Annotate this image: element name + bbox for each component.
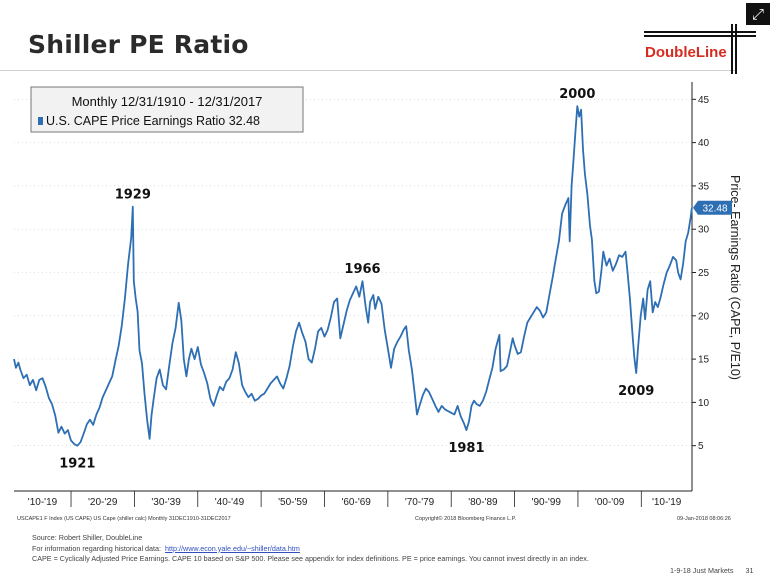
- annotation-1921: 1921: [59, 457, 95, 472]
- y-tick-label: 45: [698, 95, 710, 106]
- annotation-2000: 2000: [559, 87, 595, 102]
- y-tick-label: 5: [698, 441, 704, 452]
- footer-info-link[interactable]: http://www.econ.yale.edu/~shiller/data.h…: [165, 543, 300, 553]
- y-tick-label: 15: [698, 355, 710, 366]
- y-tick-label: 40: [698, 138, 710, 149]
- legend-title: Monthly 12/31/1910 - 12/31/2017: [72, 94, 263, 109]
- x-tick-label: '80-'89: [468, 497, 498, 508]
- y-tick-label: 35: [698, 181, 710, 192]
- chart-axes: 5 10 15 20 25 30 35 40 45 Price- Earnings Ratio (…: [14, 82, 742, 508]
- y-tick-label: 10: [698, 398, 710, 409]
- x-tick-label: '90-'99: [532, 497, 562, 508]
- y-tick-label: 20: [698, 311, 710, 322]
- doubleline-logo: DoubleLine: [644, 24, 756, 74]
- y-tick-label: 30: [698, 225, 710, 236]
- last-value-badge: [693, 200, 732, 215]
- cape-series-line: [13, 105, 693, 447]
- x-tick-label: '00-'09: [595, 497, 625, 508]
- page-reference: 1-9-18 Just Markets 31: [670, 566, 754, 575]
- expand-arrows-icon[interactable]: ⤢: [746, 3, 770, 25]
- chart-source-left: USCAPE1 F Index (US CAPE) US Cape (shill…: [17, 516, 231, 522]
- chart-source-right: 09-Jan-2018 08:06:26: [677, 516, 731, 522]
- last-value-marker: 32.48: [693, 200, 732, 215]
- x-tick-label: '50-'59: [278, 497, 308, 508]
- logo-text: DoubleLine: [645, 44, 727, 61]
- x-tick-label: '10-'19: [652, 497, 682, 508]
- x-tick-label: '10-'19: [28, 497, 58, 508]
- footer-info: For information regarding historical dat…: [32, 544, 589, 555]
- annotation-2009: 2009: [618, 384, 654, 399]
- x-tick-label: '60-'69: [341, 497, 371, 508]
- annotation-1966: 1966: [344, 262, 380, 277]
- y-tick-label: 25: [698, 268, 710, 279]
- footer-info-prefix: For information regarding historical dat…: [32, 543, 162, 553]
- title-divider: [0, 70, 735, 71]
- chart-source-center: Copyright© 2018 Bloomberg Finance L.P.: [415, 516, 517, 522]
- legend-swatch: [38, 117, 43, 125]
- annotation-1981: 1981: [448, 441, 484, 456]
- x-tick-label: '70-'79: [405, 497, 435, 508]
- x-tick-label: '40-'49: [215, 497, 245, 508]
- legend-frame: [30, 86, 304, 133]
- cape-line-chart: 5 10 15 20 25 30 35 40 45 Price- Earnings Ratio (…: [13, 82, 742, 508]
- page-title: Shiller PE Ratio: [28, 30, 249, 59]
- legend-series-label: U.S. CAPE Price Earnings Ratio 32.48: [46, 114, 260, 128]
- chart-annotations: 1929 1921 1966 1981 2000 2009: [59, 87, 654, 471]
- chart-grid: [14, 99, 692, 447]
- annotation-1929: 1929: [115, 188, 151, 203]
- x-tick-label: '30-'39: [151, 497, 181, 508]
- slide-footer: Source: Robert Shiller, DoubleLine For i…: [32, 533, 589, 565]
- legend-box: Monthly 12/31/1910 - 12/31/2017 U.S. CAPE…: [30, 86, 304, 133]
- footer-definitions: CAPE = Cyclically Adjusted Price Earning…: [32, 554, 589, 563]
- page-number: 31: [745, 566, 754, 575]
- chart-series: 32.48: [13, 105, 732, 447]
- page-ref-text: 1-9-18 Just Markets: [670, 566, 734, 575]
- footer-source: Source: Robert Shiller, DoubleLine: [32, 533, 143, 542]
- x-tick-label: '20-'29: [88, 497, 118, 508]
- chart-legend: Monthly 12/31/1910 - 12/31/2017 U.S. CAPE…: [30, 86, 304, 133]
- last-value-label: 32.48: [702, 203, 727, 214]
- y-axis-title: Price- Earnings Ratio (CAPE, P/E10): [728, 175, 742, 380]
